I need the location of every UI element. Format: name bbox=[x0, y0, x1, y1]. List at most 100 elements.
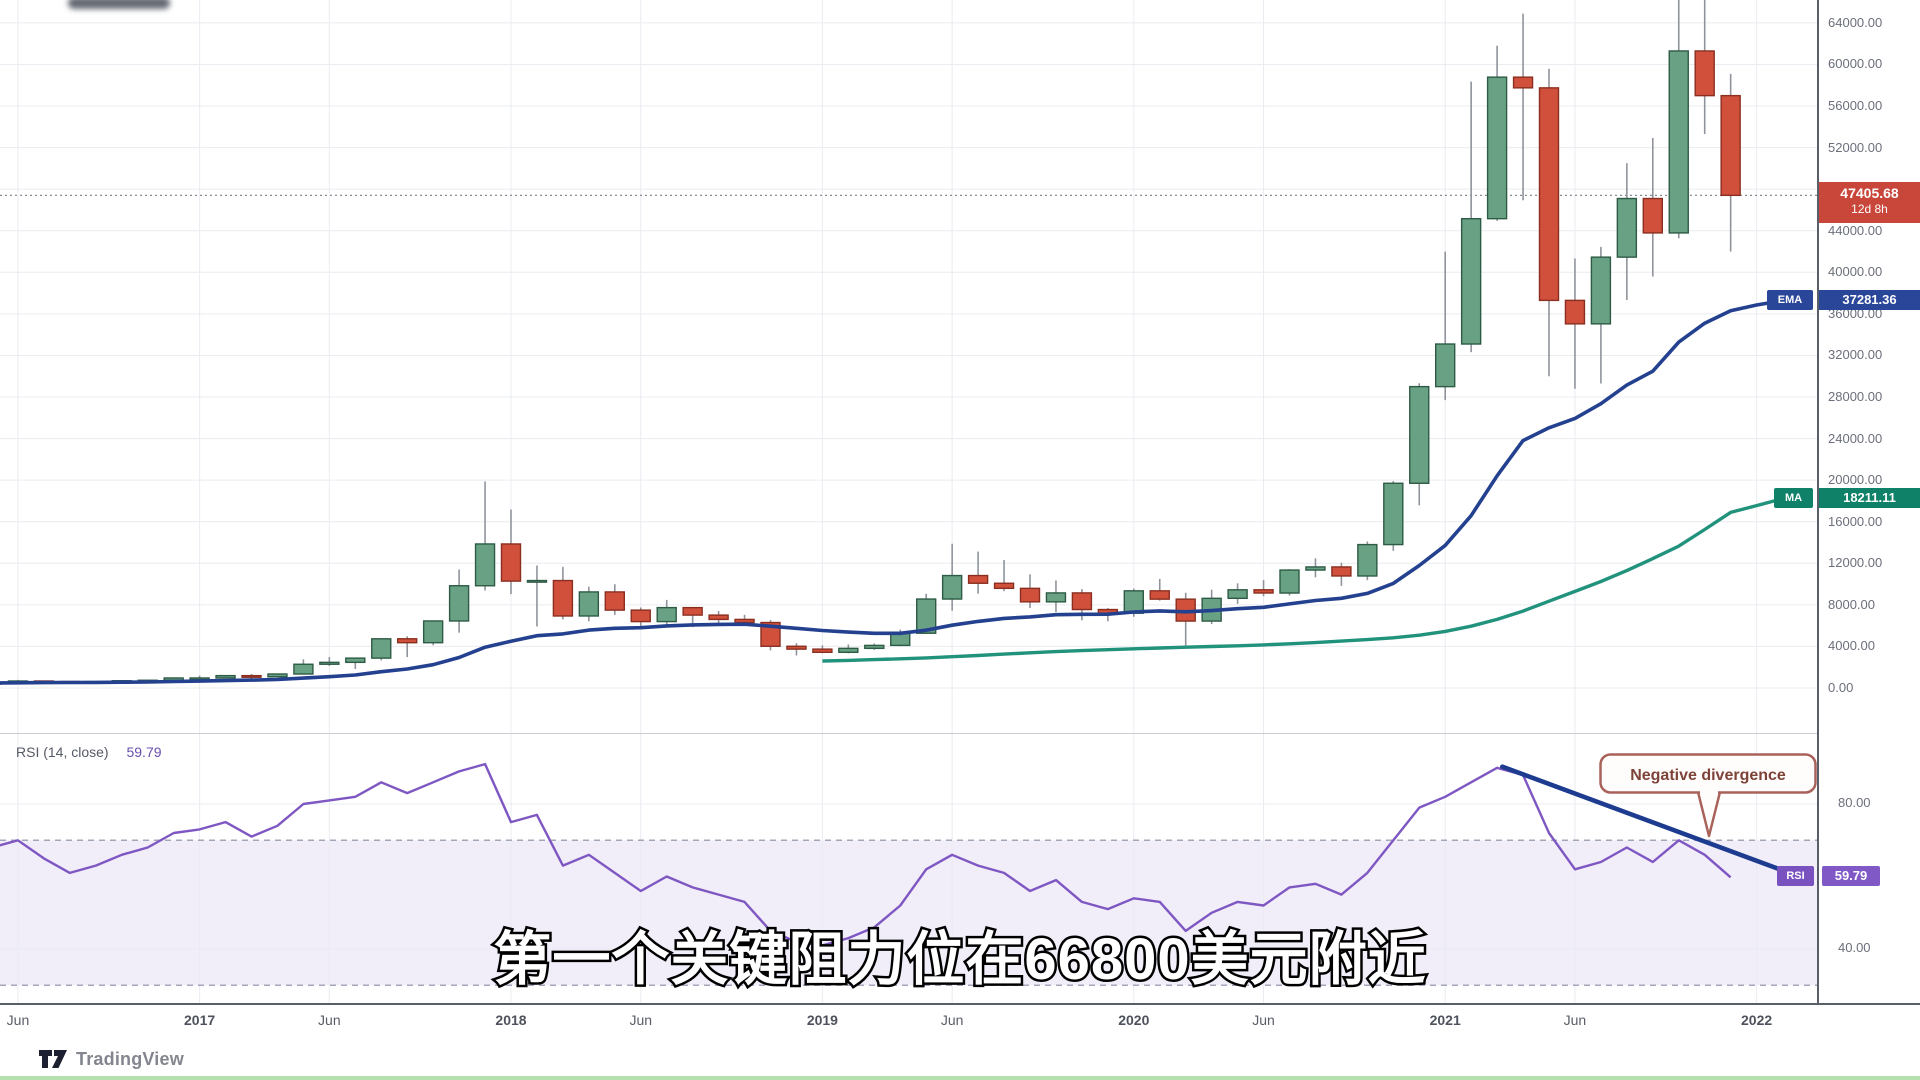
candle-body bbox=[760, 621, 781, 647]
candle-body bbox=[786, 645, 807, 650]
candle-body bbox=[838, 647, 859, 654]
candle-body bbox=[215, 674, 236, 679]
candle-body bbox=[1720, 94, 1741, 197]
rsi-line bbox=[0, 762, 1732, 947]
candle-body bbox=[1019, 587, 1041, 603]
price-axis-label: 52000.00 bbox=[1828, 139, 1883, 155]
price-axis-label: 64000.00 bbox=[1828, 14, 1883, 30]
callout-seam bbox=[1700, 789, 1718, 794]
rsi-axis-label: 40.00 bbox=[1838, 940, 1871, 955]
time-axis-tick: Jun bbox=[6, 1012, 30, 1028]
candle-body bbox=[526, 579, 548, 583]
price-axis-label: 12000.00 bbox=[1828, 555, 1883, 571]
time-axis-tick: 2019 bbox=[806, 1012, 838, 1028]
candle-body bbox=[1123, 590, 1145, 614]
candle-body bbox=[267, 673, 288, 678]
candle-countdown: 12d 8h bbox=[1851, 202, 1888, 216]
candle-body bbox=[1694, 50, 1715, 97]
time-axis-tick: 2020 bbox=[1118, 1012, 1150, 1028]
candle-body bbox=[1305, 566, 1326, 571]
ema-value-badge: 37281.36 bbox=[1819, 290, 1920, 310]
candle-body bbox=[552, 579, 574, 617]
candle-body bbox=[293, 663, 314, 675]
time-axis-tick: 2018 bbox=[495, 1012, 527, 1028]
candle-body bbox=[319, 661, 340, 665]
candle-body bbox=[578, 591, 600, 617]
candle-body bbox=[941, 574, 963, 600]
divergence-trendline[interactable] bbox=[1500, 764, 1809, 882]
candle-body bbox=[1383, 482, 1404, 546]
candle-body bbox=[1331, 566, 1352, 577]
rsi-indicator-title[interactable]: RSI (14, close) 59.79 bbox=[16, 744, 162, 760]
time-axis-tick: 2022 bbox=[1741, 1012, 1773, 1028]
candle-body bbox=[1564, 299, 1586, 325]
tradingview-logo-icon bbox=[39, 1050, 67, 1068]
candle-body bbox=[1357, 543, 1378, 577]
price-axis-label: 32000.00 bbox=[1828, 347, 1883, 363]
candle-body bbox=[1668, 50, 1689, 234]
candle-body bbox=[1590, 256, 1612, 325]
price-axis-label: 8000.00 bbox=[1828, 596, 1875, 612]
ma-label-chip: MA bbox=[1774, 488, 1813, 508]
candle-body bbox=[1460, 217, 1482, 345]
price-axis-label: 44000.00 bbox=[1828, 222, 1883, 238]
candle-body bbox=[422, 620, 444, 644]
candle-body bbox=[1071, 592, 1093, 611]
price-axis-label: 28000.00 bbox=[1828, 389, 1883, 405]
candle-body bbox=[500, 543, 522, 582]
candle-body bbox=[682, 606, 703, 616]
candle-body bbox=[1512, 76, 1534, 89]
time-axis-tick: Jun bbox=[629, 1012, 653, 1028]
rsi-title-text: RSI (14, close) bbox=[16, 744, 109, 760]
candle-body bbox=[864, 644, 885, 650]
candle-body bbox=[1227, 589, 1248, 600]
rsi-pane[interactable] bbox=[0, 733, 1818, 1003]
callout-label: Negative divergence bbox=[1630, 767, 1786, 784]
rsi-axis-label: 80.00 bbox=[1838, 795, 1871, 810]
axis-separator-line bbox=[1817, 0, 1819, 1037]
video-subtitle: 第一个关键阻力位在66800美元附近 bbox=[491, 925, 1428, 995]
ma-value-badge: 18211.11 bbox=[1819, 488, 1920, 508]
candle-body bbox=[916, 598, 937, 634]
candle-body bbox=[993, 582, 1015, 590]
candle-body bbox=[812, 648, 833, 654]
price-axis-label: 60000.00 bbox=[1828, 56, 1883, 72]
candle-body bbox=[474, 543, 496, 587]
candles-layer[interactable] bbox=[0, 0, 1741, 685]
candle-body bbox=[734, 618, 755, 624]
price-axis-label: 4000.00 bbox=[1828, 638, 1875, 654]
candle-body bbox=[656, 606, 677, 623]
tradingview-logo-text: TradingView bbox=[76, 1048, 184, 1069]
time-axis-tick: 2021 bbox=[1429, 1012, 1461, 1028]
rsi-title-value: 59.79 bbox=[126, 744, 162, 760]
time-axis-tick: Jun bbox=[1563, 1012, 1587, 1028]
symbol-legend-cutoff bbox=[68, 0, 170, 9]
ema-label-chip: EMA bbox=[1767, 290, 1813, 310]
tradingview-logo[interactable]: TradingView bbox=[38, 1046, 184, 1072]
price-pane[interactable] bbox=[0, 0, 1818, 733]
footer: TradingView bbox=[0, 1037, 1920, 1080]
candle-body bbox=[1616, 197, 1638, 258]
candle-body bbox=[1434, 343, 1456, 388]
candle-body bbox=[1279, 569, 1300, 594]
price-axis-label: 24000.00 bbox=[1828, 430, 1883, 446]
negative-divergence-callout[interactable]: Negative divergence bbox=[1598, 752, 1828, 842]
callout-tail bbox=[1696, 791, 1722, 838]
ma-line bbox=[822, 497, 1783, 663]
time-axis-tick: Jun bbox=[940, 1012, 964, 1028]
candle-body bbox=[604, 591, 625, 611]
candle-body bbox=[1045, 592, 1067, 603]
price-axis-label: 16000.00 bbox=[1828, 513, 1883, 529]
candle-body bbox=[630, 609, 651, 623]
rsi-label-chip: RSI bbox=[1777, 866, 1814, 886]
time-axis[interactable]: Jun 2017 Jun 2018 Jun 2019 Jun 2020 Jun 2021 Jun 20… bbox=[0, 1003, 1920, 1037]
candle-body bbox=[1538, 87, 1560, 302]
candle-body bbox=[1486, 76, 1508, 220]
candle-body bbox=[241, 674, 262, 678]
candle-body bbox=[345, 657, 366, 664]
price-chart-canvas[interactable] bbox=[0, 0, 1818, 733]
time-axis-tick: Jun bbox=[318, 1012, 341, 1028]
candle-body bbox=[1149, 590, 1170, 600]
rsi-chart-canvas[interactable] bbox=[0, 734, 1818, 1003]
